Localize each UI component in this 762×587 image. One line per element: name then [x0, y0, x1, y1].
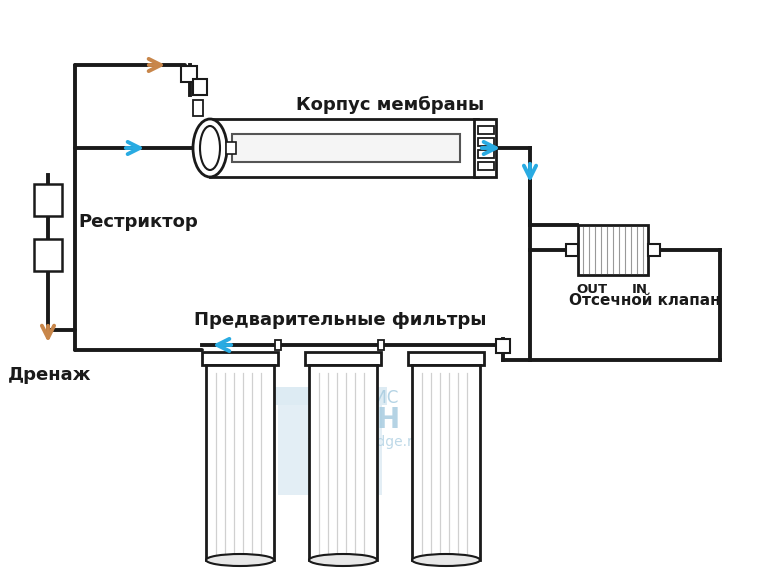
Bar	[275, 340, 281, 350]
Bar	[408, 352, 484, 365]
Bar	[193, 79, 207, 95]
Bar	[309, 365, 377, 560]
Bar	[226, 142, 236, 154]
Bar	[193, 100, 203, 116]
Bar	[210, 119, 478, 177]
Bar	[566, 244, 578, 256]
Bar	[578, 225, 648, 275]
Ellipse shape	[193, 119, 227, 177]
Ellipse shape	[206, 554, 274, 566]
Text: МЭН: МЭН	[329, 406, 401, 434]
Bar	[232, 134, 460, 162]
Bar	[478, 150, 494, 158]
Bar	[305, 352, 381, 365]
Bar	[202, 352, 278, 365]
Bar	[343, 387, 387, 405]
Bar	[378, 340, 384, 350]
Bar	[478, 162, 494, 170]
Bar	[34, 239, 62, 271]
Bar	[496, 339, 510, 353]
Bar	[474, 119, 496, 177]
Bar	[648, 244, 660, 256]
Bar	[34, 184, 62, 216]
Text: СЕРВИС: СЕРВИС	[331, 389, 399, 407]
Bar	[278, 405, 312, 495]
Bar	[206, 365, 274, 560]
Ellipse shape	[412, 554, 480, 566]
Bar	[418, 405, 452, 495]
Text: IN: IN	[632, 282, 648, 295]
Bar	[348, 405, 382, 495]
Ellipse shape	[309, 554, 377, 566]
Text: Рестриктор: Рестриктор	[78, 213, 198, 231]
Text: Корпус мембраны: Корпус мембраны	[296, 96, 484, 114]
Text: Отсечной клапан: Отсечной клапан	[569, 292, 721, 308]
Bar	[273, 387, 317, 405]
Bar	[412, 365, 480, 560]
Bar	[478, 126, 494, 134]
Text: OUT: OUT	[576, 282, 607, 295]
Bar	[181, 66, 197, 82]
Ellipse shape	[200, 126, 220, 170]
Bar	[478, 138, 494, 146]
Bar	[413, 387, 457, 405]
Text: filtercartridge.ru: filtercartridge.ru	[308, 435, 422, 449]
Text: Дренаж: Дренаж	[8, 366, 91, 384]
Text: Предварительные фильтры: Предварительные фильтры	[194, 311, 486, 329]
